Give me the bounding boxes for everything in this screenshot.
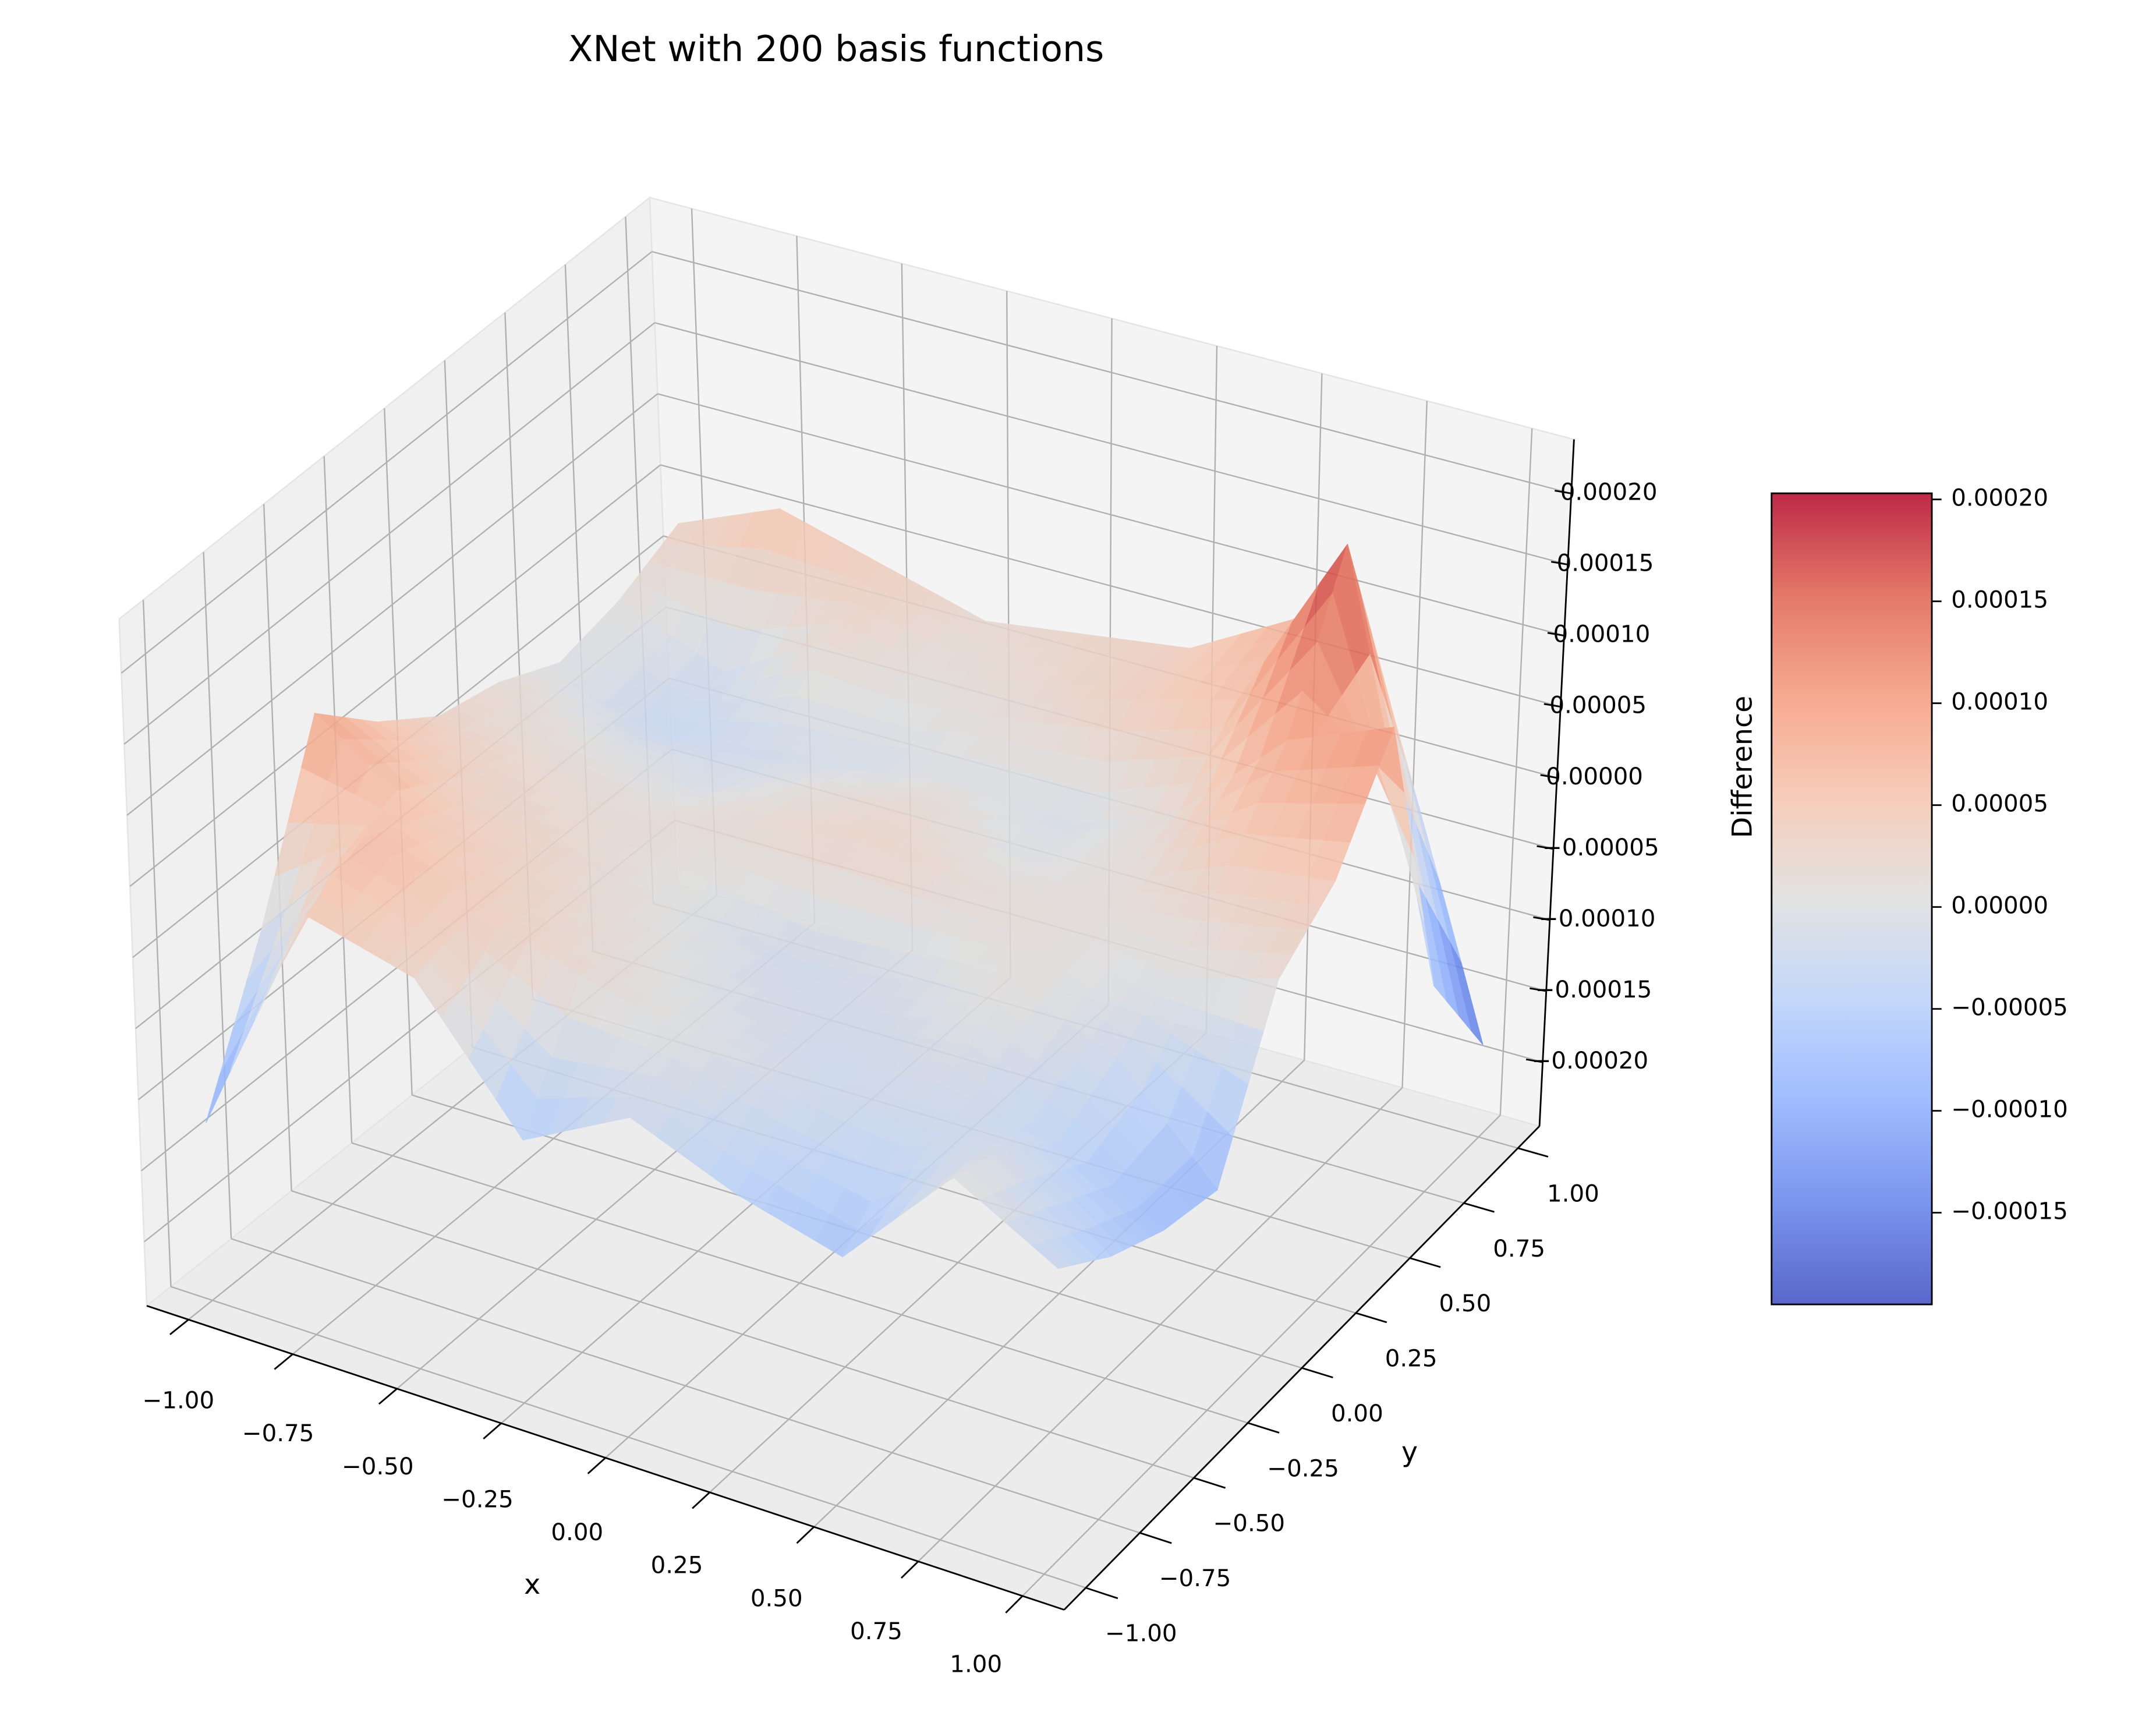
x-tick bbox=[483, 1423, 502, 1440]
grid-line bbox=[660, 464, 1561, 707]
grid-line bbox=[1401, 401, 1428, 1088]
grid-line bbox=[123, 322, 656, 745]
z-tick bbox=[1550, 561, 1568, 565]
grid-line bbox=[231, 1238, 1141, 1534]
z-tick bbox=[1555, 490, 1571, 494]
z-tick-label: −0.00020 bbox=[1532, 1047, 1649, 1074]
y-tick bbox=[1301, 1367, 1333, 1379]
colorbar-tick-label: 0.00010 bbox=[1951, 688, 2048, 716]
grid-line bbox=[263, 504, 292, 1191]
colorbar-tick-label: −0.00010 bbox=[1951, 1096, 2068, 1123]
x-tick bbox=[274, 1353, 293, 1370]
x-tick bbox=[1005, 1595, 1024, 1614]
y-tick bbox=[1355, 1312, 1387, 1324]
y-tick-label: −1.00 bbox=[1105, 1619, 1177, 1647]
x-tick bbox=[796, 1526, 815, 1544]
colorbar-frame bbox=[1771, 492, 1933, 1306]
grid-line bbox=[291, 1190, 1194, 1479]
y-tick bbox=[1193, 1477, 1226, 1489]
x-tick-label: 0.25 bbox=[651, 1552, 703, 1579]
grid-line bbox=[129, 464, 661, 887]
grid-line bbox=[126, 393, 659, 816]
y-tick-label: 1.00 bbox=[1547, 1180, 1599, 1207]
y-tick-label: −0.25 bbox=[1267, 1455, 1339, 1482]
x-tick bbox=[587, 1457, 606, 1474]
surface-patch bbox=[1031, 1241, 1072, 1269]
z-tick bbox=[1533, 916, 1550, 921]
x-tick bbox=[378, 1388, 398, 1405]
z-tick bbox=[1537, 845, 1554, 850]
colorbar-tick-label: −0.00015 bbox=[1951, 1198, 2068, 1225]
z-tick-label: 0.00000 bbox=[1546, 763, 1643, 790]
x-tick-label: −1.00 bbox=[143, 1387, 215, 1414]
z-tick bbox=[1543, 703, 1561, 708]
z-tick bbox=[1547, 632, 1564, 636]
x-tick-label: −0.75 bbox=[242, 1420, 314, 1447]
z-tick-label: 0.00010 bbox=[1553, 621, 1650, 648]
colorbar-tick-label: −0.00005 bbox=[1951, 994, 2068, 1021]
colorbar-tick-label: 0.00000 bbox=[1951, 892, 2048, 919]
z-axis-label: Difference bbox=[1726, 696, 1758, 839]
z-axis bbox=[1538, 439, 1575, 1127]
y-tick-label: 0.75 bbox=[1493, 1235, 1545, 1262]
z-tick-label: −0.00010 bbox=[1539, 905, 1656, 932]
y-tick-label: 0.25 bbox=[1385, 1345, 1438, 1372]
grid-line bbox=[652, 250, 1572, 494]
colorbar-tick-label: 0.00005 bbox=[1951, 790, 2048, 818]
z-tick-label: 0.00005 bbox=[1549, 692, 1647, 719]
y-tick-label: −0.75 bbox=[1159, 1565, 1231, 1592]
grid-line bbox=[203, 551, 232, 1239]
x-tick bbox=[169, 1319, 189, 1335]
x-tick-label: −0.50 bbox=[342, 1453, 414, 1480]
z-tick-label: 0.00015 bbox=[1557, 549, 1654, 576]
x-tick bbox=[692, 1491, 710, 1509]
y-tick bbox=[1463, 1202, 1495, 1213]
x-axis-label: x bbox=[524, 1569, 540, 1601]
y-tick-label: −0.50 bbox=[1213, 1510, 1286, 1537]
x-tick-label: 0.50 bbox=[750, 1584, 803, 1612]
chart-title: XNet with 200 basis functions bbox=[568, 28, 1104, 70]
y-tick-label: 0.50 bbox=[1439, 1290, 1491, 1317]
z-tick-label: −0.00015 bbox=[1535, 976, 1652, 1003]
grid-line bbox=[1499, 428, 1533, 1116]
x-tick-label: 0.00 bbox=[551, 1519, 603, 1546]
y-tick bbox=[1139, 1532, 1172, 1544]
colorbar bbox=[1771, 493, 1932, 1305]
y-tick-label: 0.00 bbox=[1331, 1400, 1383, 1427]
y-tick bbox=[1517, 1147, 1549, 1158]
colorbar-tick-label: 0.00020 bbox=[1951, 484, 2048, 512]
z-tick-label: 0.00020 bbox=[1560, 478, 1658, 505]
y-axis-label: y bbox=[1401, 1436, 1418, 1468]
grid-line bbox=[351, 1142, 1248, 1424]
y-tick bbox=[1085, 1587, 1118, 1600]
z-tick bbox=[1540, 774, 1557, 779]
x-tick-label: 0.75 bbox=[850, 1618, 902, 1645]
y-tick bbox=[1410, 1257, 1441, 1268]
x-tick-label: −0.25 bbox=[441, 1485, 514, 1513]
surface bbox=[206, 508, 1484, 1269]
grid-line bbox=[142, 600, 172, 1287]
y-tick bbox=[1247, 1422, 1280, 1434]
grid-line bbox=[171, 1286, 1086, 1589]
x-tick-label: 1.00 bbox=[950, 1651, 1002, 1678]
z-tick bbox=[1525, 1058, 1543, 1063]
x-tick bbox=[900, 1561, 919, 1579]
grid-line bbox=[654, 322, 1568, 565]
grid-line bbox=[121, 251, 653, 674]
colorbar-tick-label: 0.00015 bbox=[1951, 586, 2048, 614]
z-tick bbox=[1530, 987, 1546, 992]
z-tick-label: −0.00005 bbox=[1542, 834, 1659, 861]
grid-line bbox=[657, 393, 1564, 636]
